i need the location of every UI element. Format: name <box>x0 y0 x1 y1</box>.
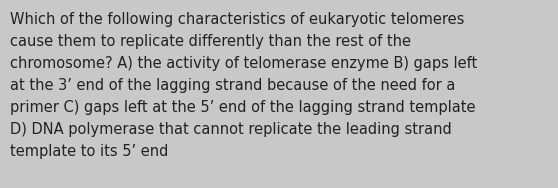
Text: chromosome? A) the activity of telomerase enzyme B) gaps left: chromosome? A) the activity of telomeras… <box>10 56 477 71</box>
Text: D) DNA polymerase that cannot replicate the leading strand: D) DNA polymerase that cannot replicate … <box>10 122 452 137</box>
Text: at the 3’ end of the lagging strand because of the need for a: at the 3’ end of the lagging strand beca… <box>10 78 455 93</box>
Text: cause them to replicate differently than the rest of the: cause them to replicate differently than… <box>10 34 411 49</box>
Text: primer C) gaps left at the 5’ end of the lagging strand template: primer C) gaps left at the 5’ end of the… <box>10 100 475 115</box>
Text: Which of the following characteristics of eukaryotic telomeres: Which of the following characteristics o… <box>10 12 464 27</box>
Text: template to its 5’ end: template to its 5’ end <box>10 144 169 159</box>
